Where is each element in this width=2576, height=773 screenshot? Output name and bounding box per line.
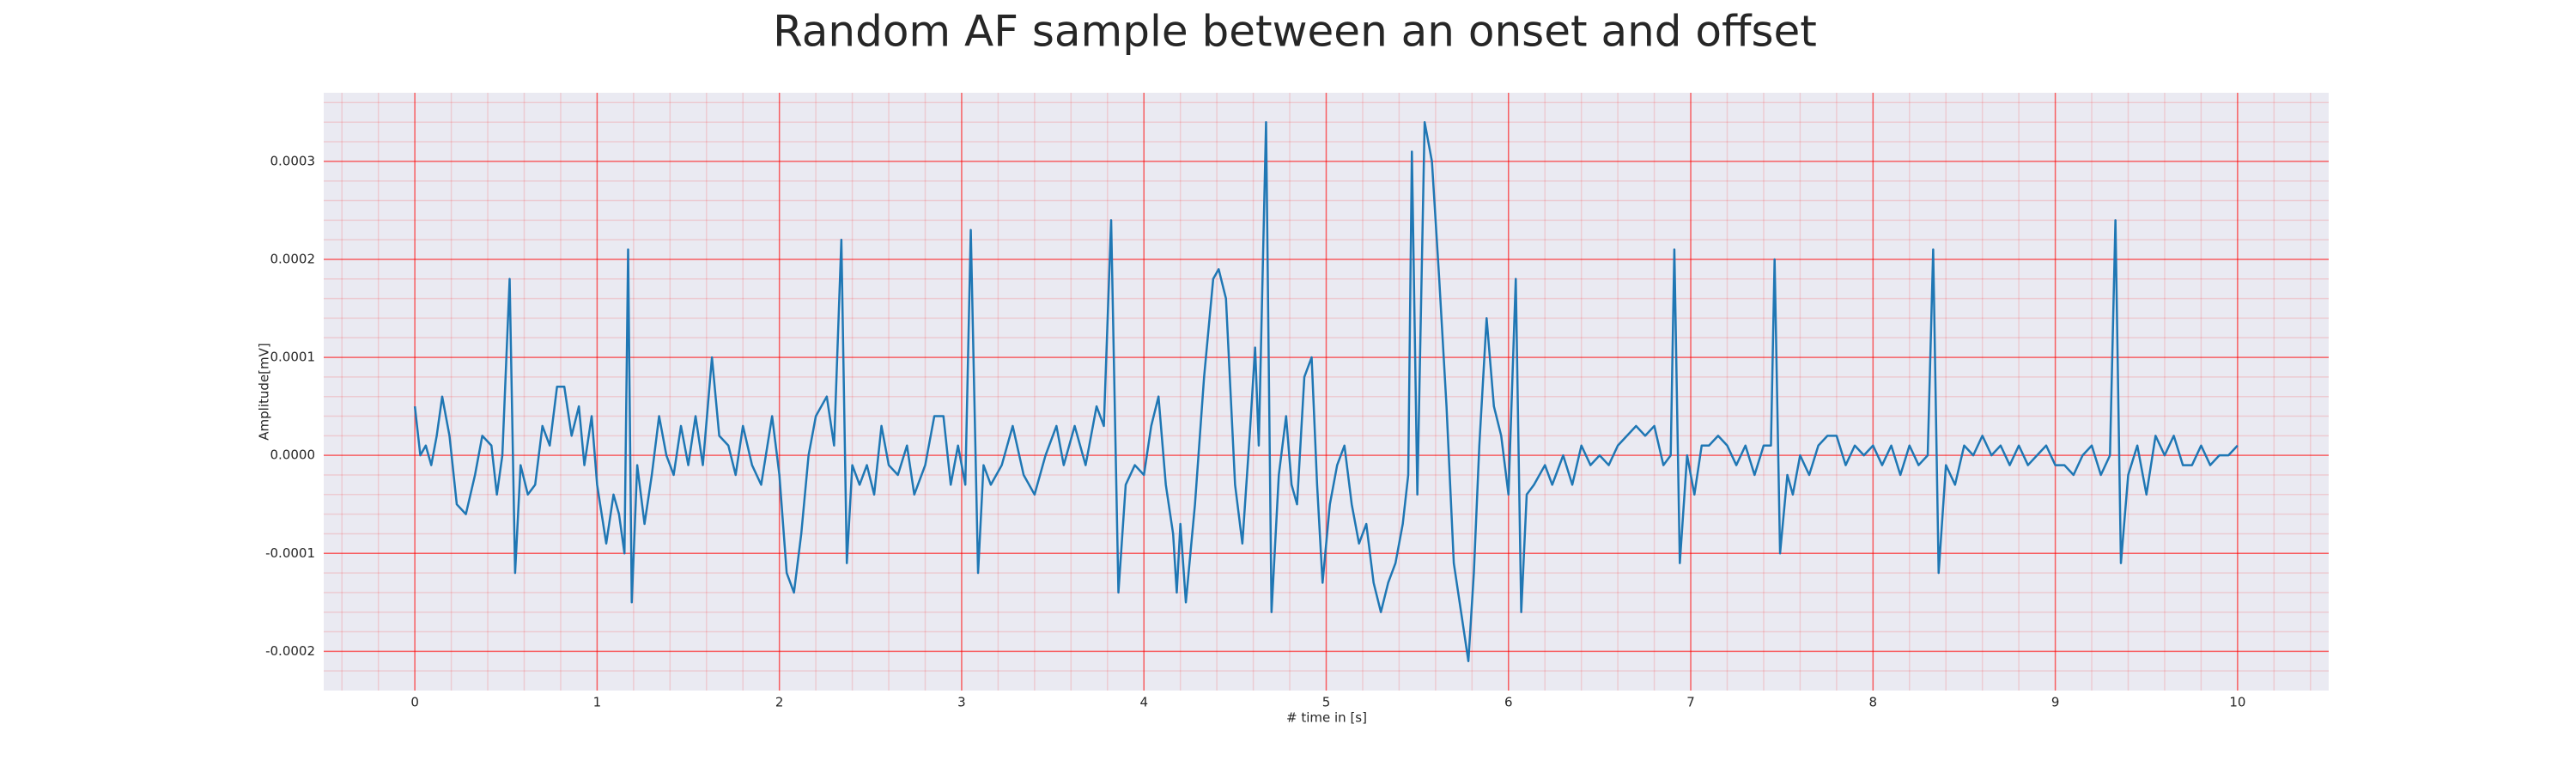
x-tick-label: 7 — [1686, 695, 1695, 710]
y-tick-label: -0.0001 — [265, 545, 315, 561]
y-tick-label: 0.0001 — [270, 350, 316, 365]
chart-title: Random AF sample between an onset and of… — [773, 7, 1817, 57]
x-tick-label: 9 — [2051, 695, 2060, 710]
x-tick-label: 8 — [1869, 695, 1878, 710]
x-tick-label: 0 — [410, 695, 419, 710]
y-tick-label: 0.0003 — [270, 153, 316, 168]
x-tick-label: 10 — [2229, 695, 2245, 710]
x-tick-label: 2 — [775, 695, 784, 710]
y-tick-label: 0.0000 — [270, 447, 316, 463]
x-tick-label: 1 — [593, 695, 602, 710]
x-tick-label: 4 — [1139, 695, 1148, 710]
x-tick-label: 6 — [1504, 695, 1513, 710]
y-axis-label: Amplitude[mV] — [257, 343, 272, 440]
signal-line — [413, 120, 2239, 663]
y-tick-label: -0.0002 — [265, 643, 315, 659]
x-tick-label: 3 — [957, 695, 966, 710]
y-tick-label: 0.0002 — [270, 251, 316, 266]
x-tick-label: 5 — [1322, 695, 1331, 710]
x-axis-label: # time in [s] — [1286, 710, 1367, 726]
